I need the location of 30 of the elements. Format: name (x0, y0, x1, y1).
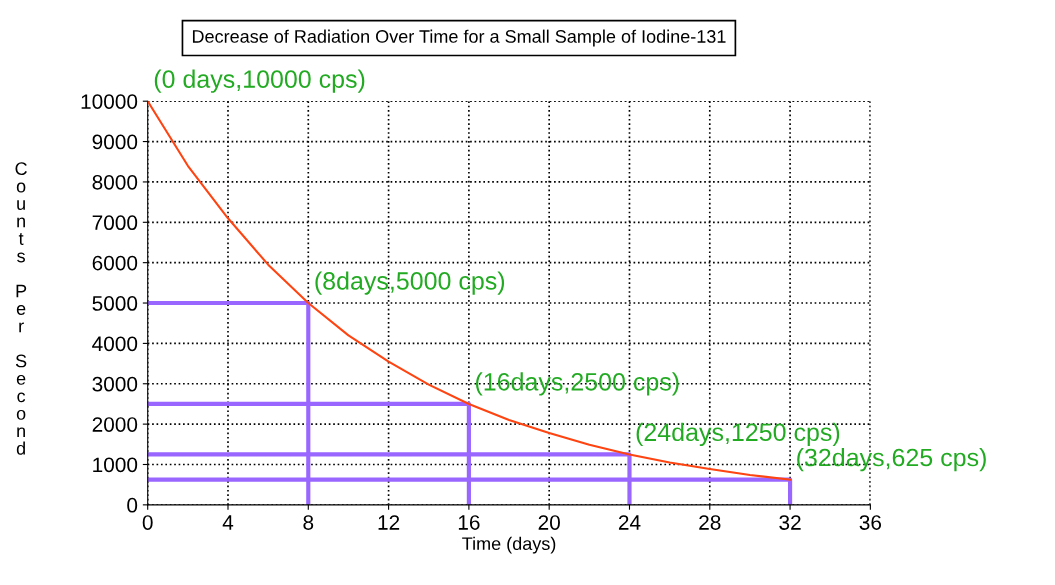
x-tick-label: 20 (538, 515, 560, 530)
y-tick-label: 10000 (81, 94, 138, 109)
y-tick-label: 3000 (92, 376, 138, 392)
text: Counts Per Second (15, 162, 27, 455)
x-tick-label: 4 (222, 515, 234, 530)
y-tick-label: 6000 (92, 255, 138, 271)
y-tick-label: 0 (127, 497, 138, 513)
y-tick-label: 2000 (92, 417, 138, 432)
y-tick-label: 7000 (92, 215, 138, 231)
chart-title: Decrease of Radiation Over Time for a Small Sample of Iodine-131 (192, 29, 726, 47)
x-tick-label: 0 (142, 515, 153, 530)
x-axis-title: Time (days) (462, 536, 556, 554)
y-tick-label: 1000 (93, 457, 138, 473)
x-tick-label: 32 (779, 515, 801, 530)
x-tick-label: 8 (303, 515, 314, 530)
y-tick-label: 5000 (92, 296, 138, 311)
annotation: (8days,5000 cps) (315, 271, 505, 295)
x-tick-label: 16 (458, 515, 480, 530)
x-tick-label: 28 (699, 515, 721, 530)
x-tick-label: 24 (618, 515, 641, 530)
y-tick-label: 8000 (92, 174, 138, 190)
line-series (147, 101, 792, 481)
annotation: (16days,2500 cps) (476, 372, 679, 396)
y-tick-label: 9000 (92, 134, 138, 150)
x-tick-label: 36 (859, 515, 882, 530)
annotation: (24days,1250 cps) (636, 422, 840, 447)
annotation: (0 days,10000 cps) (154, 69, 365, 93)
y-tick-label: 4000 (92, 336, 138, 352)
annotation: (32days,625 cps) (797, 447, 986, 472)
x-tick-label: 12 (378, 515, 400, 530)
